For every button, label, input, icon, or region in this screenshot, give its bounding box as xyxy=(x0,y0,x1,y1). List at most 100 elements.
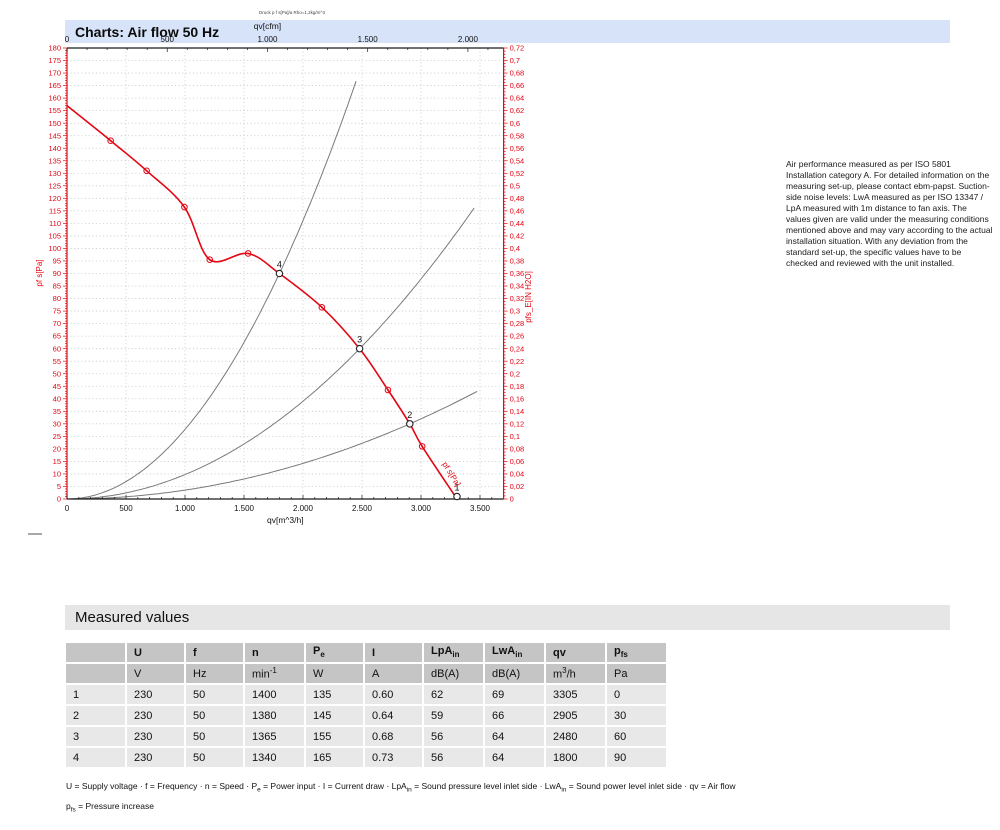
page-title: Charts: Air flow 50 Hz xyxy=(75,23,220,40)
axis-tick-label: 3.000 xyxy=(411,504,432,513)
axis-tick-label: 0 xyxy=(510,495,514,504)
table-row: 3 230 50 1365 155 0.68 56 64 2480 60 xyxy=(66,727,666,746)
axis-tick-label: 95 xyxy=(53,257,61,266)
measured-point-dot xyxy=(145,169,148,172)
header-cell: n xyxy=(245,643,304,662)
unit-cell: Pa xyxy=(607,664,666,683)
axis-tick-label: 160 xyxy=(48,94,61,103)
axis-tick-label: 1.000 xyxy=(175,504,196,513)
value-cell: 59 xyxy=(424,706,483,725)
axis-tick-label: 0,16 xyxy=(510,394,525,403)
operating-point-number: 3 xyxy=(357,335,362,345)
operating-point-marker xyxy=(275,269,284,278)
axis-tick-label: 30 xyxy=(53,419,61,428)
axis-tick-label: 0,5 xyxy=(510,181,520,190)
axis-tick-label: 170 xyxy=(48,69,61,78)
value-cell: 50 xyxy=(186,727,243,746)
value-cell: 1800 xyxy=(546,748,605,767)
axis-tick-label: 0,08 xyxy=(510,444,525,453)
axis-tick-label: 180 xyxy=(48,44,61,53)
axis-tick-label: 120 xyxy=(48,194,61,203)
measured-point-dot xyxy=(183,206,186,209)
axis-tick-label: 0,72 xyxy=(510,44,525,53)
axis-tick-label: 0,58 xyxy=(510,131,525,140)
axis-tick-label: 2.000 xyxy=(293,504,314,513)
measured-point-marker xyxy=(418,443,426,450)
axis-tick-label: 1.500 xyxy=(358,35,379,44)
unit-cell: min-1 xyxy=(245,664,304,683)
value-cell: 69 xyxy=(485,685,544,704)
value-cell: 145 xyxy=(306,706,363,725)
page-title-bar: Charts: Air flow 50 Hz xyxy=(65,20,950,43)
bottom-axis-title: qv[m^3/h] xyxy=(267,515,304,525)
operating-point-marker xyxy=(453,492,461,501)
axis-tick-label: 0,48 xyxy=(510,194,525,203)
axis-tick-label: 0 xyxy=(65,504,70,513)
axis-tick-label: 165 xyxy=(48,81,61,90)
axis-tick-label: 1.000 xyxy=(257,35,278,44)
axis-tick-label: 105 xyxy=(48,232,61,241)
value-cell: 230 xyxy=(127,706,184,725)
value-cell: 30 xyxy=(607,706,666,725)
axis-tick-label: 0,52 xyxy=(510,169,525,178)
axis-tick-label: 0,66 xyxy=(510,81,525,90)
measured-point-marker xyxy=(107,137,114,145)
page-margin-mark xyxy=(28,533,42,535)
value-cell: 90 xyxy=(607,748,666,767)
axis-tick-label: 0,06 xyxy=(510,457,525,466)
unit-cell: Hz xyxy=(186,664,243,683)
row-index-cell: 2 xyxy=(66,706,125,725)
axis-tick-label: 0,28 xyxy=(510,319,525,328)
axis-tick-label: 35 xyxy=(53,407,61,416)
value-cell: 66 xyxy=(485,706,544,725)
axis-tick-label: 0 xyxy=(65,35,70,44)
axis-tick-label: 0,38 xyxy=(510,257,525,266)
value-cell: 0.68 xyxy=(365,727,422,746)
axis-tick-label: 55 xyxy=(53,357,61,366)
left-axis-title: pf s[Pa] xyxy=(35,259,44,286)
value-cell: 64 xyxy=(485,727,544,746)
value-cell: 3305 xyxy=(546,685,605,704)
fan-curve-label: pf s[Pa] xyxy=(440,460,462,488)
axis-tick-label: 0,7 xyxy=(510,56,520,65)
row-index-cell: 4 xyxy=(66,748,125,767)
axis-tick-label: 135 xyxy=(48,156,61,165)
axis-tick-label: 2.000 xyxy=(458,35,479,44)
table-footnote: U = Supply voltage · f = Frequency · n =… xyxy=(66,781,806,820)
value-cell: 1400 xyxy=(245,685,304,704)
chart-condition-note: Druck p f s[Pa]/a Rho=1,2kg/m^3 xyxy=(259,10,326,15)
axis-tick-label: 0,3 xyxy=(510,307,520,316)
axis-tick-label: 0,68 xyxy=(510,69,525,78)
axis-tick-label: 0,44 xyxy=(510,219,525,228)
table-row: 2 230 50 1380 145 0.64 59 66 2905 30 xyxy=(66,706,666,725)
axis-tick-label: 80 xyxy=(53,294,61,303)
unit-cell: m3/h xyxy=(546,664,605,683)
table-row: 4 230 50 1340 165 0.73 56 64 1800 90 xyxy=(66,748,666,767)
value-cell: 165 xyxy=(306,748,363,767)
axis-tick-label: 500 xyxy=(161,35,175,44)
value-cell: 56 xyxy=(424,727,483,746)
axis-tick-label: 500 xyxy=(119,504,133,513)
measured-point-dot xyxy=(320,306,323,309)
header-cell: f xyxy=(186,643,243,662)
unit-cell: W xyxy=(306,664,363,683)
axis-tick-label: 85 xyxy=(53,282,61,291)
axis-tick-label: 115 xyxy=(49,206,61,215)
axis-tick-label: 20 xyxy=(53,444,61,453)
axis-tick-label: 10 xyxy=(53,470,61,479)
value-cell: 230 xyxy=(127,727,184,746)
value-cell: 2905 xyxy=(546,706,605,725)
axis-tick-label: 0,14 xyxy=(510,407,525,416)
top-axis-title: qv[cfm] xyxy=(254,21,281,31)
value-cell: 50 xyxy=(186,685,243,704)
airflow-chart: 0 5 10 15 20 25 30 35 40 45 50 55 60 65 70 75 80 85 90 95 10… xyxy=(0,0,620,545)
value-cell: 50 xyxy=(186,748,243,767)
measured-point-marker xyxy=(244,250,252,257)
axis-tick-label: 0,54 xyxy=(510,156,525,165)
axis-tick-label: 0,24 xyxy=(510,344,525,353)
unit-cell: dB(A) xyxy=(485,664,544,683)
axis-tick-label: 0,2 xyxy=(510,369,520,378)
unit-cell: dB(A) xyxy=(424,664,483,683)
axis-tick-label: 5 xyxy=(57,482,61,491)
